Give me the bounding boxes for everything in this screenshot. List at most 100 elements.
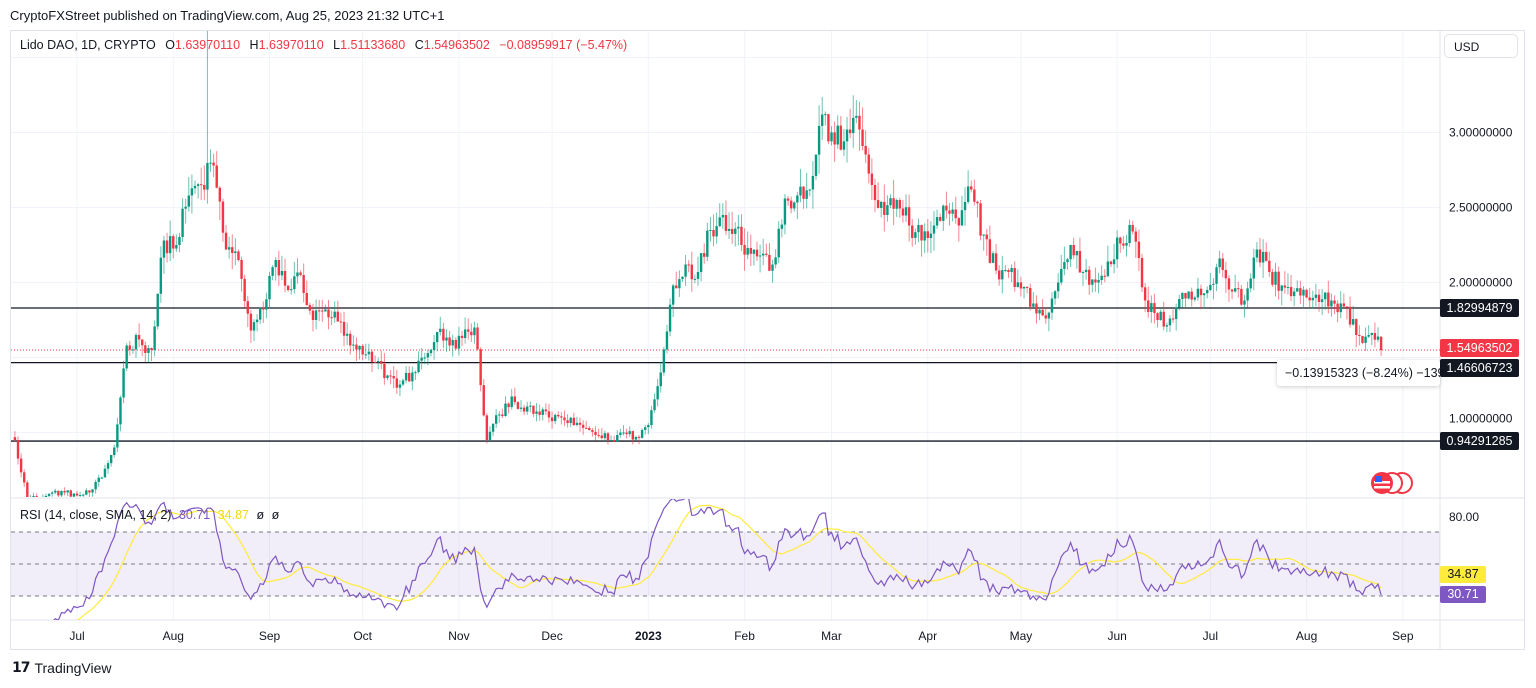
candle-body	[460, 335, 464, 338]
candle-body	[1324, 292, 1327, 300]
candle-body	[1047, 312, 1051, 319]
candle-body	[1134, 231, 1138, 242]
candle-body	[224, 232, 228, 250]
candle-body	[814, 154, 818, 176]
candle-body	[144, 345, 147, 353]
candle-body	[873, 185, 877, 201]
currency-button[interactable]: USD	[1444, 34, 1518, 58]
tradingview-logo[interactable]: 17 TradingView	[12, 660, 112, 676]
candle-body	[262, 307, 265, 310]
candle-body	[184, 206, 187, 209]
candle-body	[442, 328, 445, 341]
candle-body	[408, 372, 411, 382]
candle-body	[879, 201, 883, 208]
candle-body	[647, 425, 650, 428]
candle-body	[858, 115, 861, 130]
candle-body	[494, 415, 498, 424]
candle-body	[594, 431, 597, 435]
time-axis-label: Mar	[821, 629, 842, 643]
candle-body	[985, 234, 988, 240]
candle-body	[283, 271, 287, 286]
candle-body	[1112, 259, 1116, 265]
candle-body	[935, 217, 939, 226]
candle-body	[32, 496, 35, 497]
candle-body	[1221, 258, 1224, 270]
candle-body	[855, 115, 858, 118]
candle-body	[640, 429, 644, 438]
candle-body	[957, 218, 961, 226]
candle-body	[277, 260, 281, 276]
candle-body	[1128, 224, 1131, 243]
candle-body	[544, 409, 548, 412]
candle-body	[1261, 251, 1265, 263]
candle-body	[1265, 251, 1268, 261]
candle-body	[976, 201, 979, 204]
candle-body	[516, 402, 520, 409]
candle-body	[876, 200, 880, 208]
candle-body	[349, 333, 352, 346]
candle-body	[771, 264, 774, 271]
candle-body	[290, 289, 293, 291]
candle-body	[1178, 298, 1181, 308]
symbol-legend[interactable]: Lido DAO, 1D, CRYPTO O1.63970110 H1.6397…	[20, 38, 627, 52]
candle-body	[755, 249, 759, 257]
horizontal-levels[interactable]	[11, 307, 1440, 442]
candle-body	[575, 422, 579, 425]
candle-body	[1348, 306, 1352, 325]
candle-body	[600, 435, 603, 439]
candle-body	[786, 198, 790, 201]
candle-body	[1339, 303, 1342, 313]
candle-body	[103, 468, 107, 478]
candle-body	[1153, 303, 1156, 314]
candle-body	[650, 410, 653, 425]
candle-body	[904, 207, 908, 216]
candle-body	[619, 432, 622, 435]
candle-body	[926, 231, 929, 239]
candle-body	[606, 433, 610, 441]
candle-body	[302, 275, 305, 293]
candle-body	[1342, 303, 1346, 307]
candle-body	[867, 154, 870, 174]
candle-body	[445, 337, 448, 341]
candle-body	[414, 372, 417, 374]
candle-body	[591, 430, 594, 432]
rsi-extra-1: ø	[256, 508, 265, 522]
time-axis-label: Oct	[353, 629, 372, 643]
candle-body	[417, 360, 420, 373]
candle-body	[979, 203, 982, 236]
us-flag-icon[interactable]	[1371, 472, 1413, 494]
candle-body	[973, 189, 976, 202]
candle-body	[57, 490, 60, 496]
candle-body	[1019, 282, 1023, 289]
price-axis-tick: 3.00000000	[1449, 126, 1513, 140]
candle-body	[1084, 269, 1088, 272]
candle-body	[616, 434, 619, 443]
rsi-sma-axis-label: 34.87	[1440, 566, 1486, 583]
candle-body	[538, 411, 541, 415]
candle-body	[1327, 292, 1330, 307]
candle-body	[75, 493, 79, 496]
candle-body	[411, 372, 414, 382]
candle-body	[892, 198, 895, 209]
candle-body	[1007, 270, 1010, 272]
candle-body	[612, 440, 616, 443]
candle-body	[1240, 288, 1243, 305]
candle-body	[426, 353, 430, 358]
candle-body	[758, 255, 762, 257]
candle-body	[237, 251, 240, 260]
candle-body	[100, 477, 104, 479]
candle-body	[44, 495, 48, 497]
time-axis-label: Jul	[69, 629, 84, 643]
candle-body	[699, 253, 703, 272]
time-axis: Jul Aug Sep Oct Nov Dec 2023 Feb Mar Apr May Jun Jul…	[69, 629, 1414, 643]
candle-body	[864, 145, 867, 155]
candle-body	[522, 407, 526, 412]
candle-body	[1143, 287, 1147, 301]
candle-body	[789, 200, 793, 209]
candle-body	[488, 431, 492, 440]
candle-body	[982, 234, 985, 236]
candle-body	[1215, 267, 1218, 284]
rsi-legend[interactable]: RSI (14, close, SMA, 14, 2) 30.71 34.87 …	[20, 508, 279, 522]
candle-body	[1358, 335, 1361, 336]
